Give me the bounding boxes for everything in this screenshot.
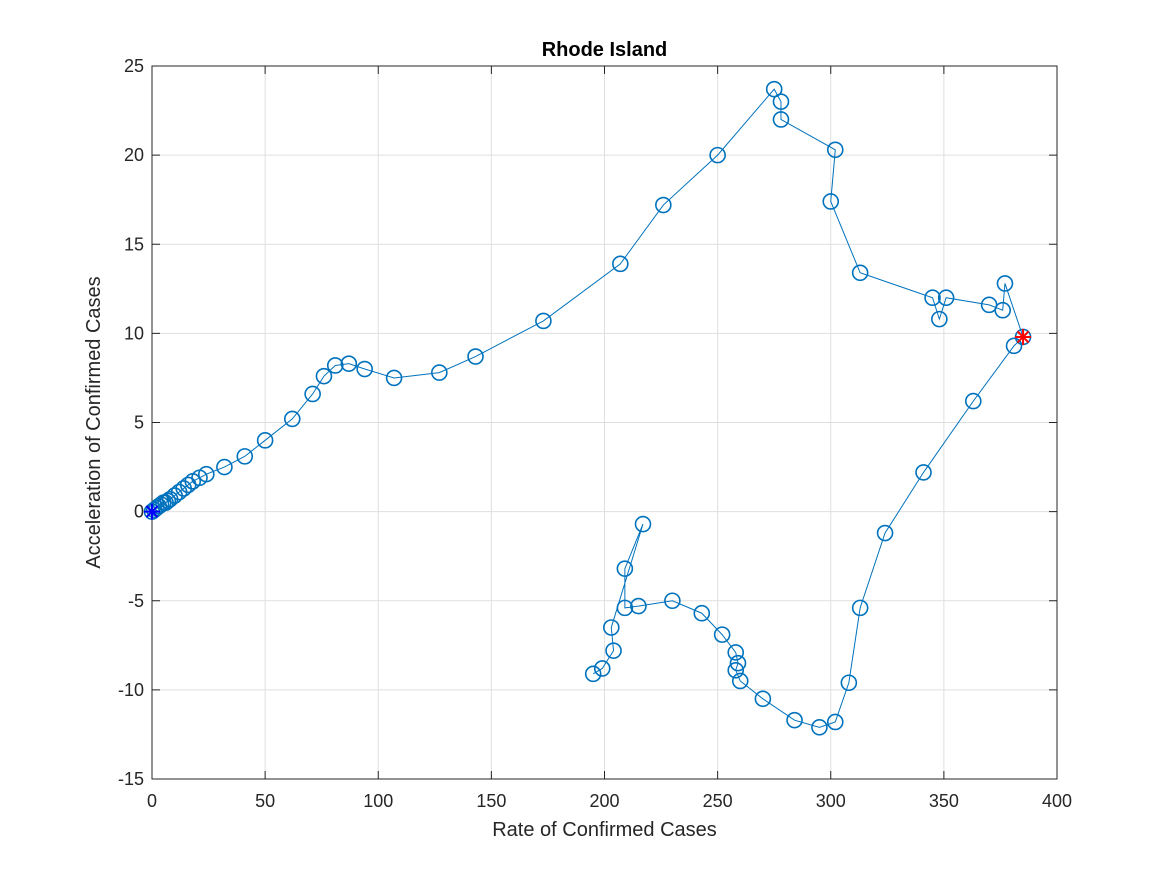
data-point bbox=[826, 713, 844, 731]
data-point bbox=[727, 661, 745, 679]
data-point bbox=[937, 289, 955, 307]
data-point bbox=[326, 357, 344, 374]
y-tick-label: 0 bbox=[134, 502, 144, 522]
data-point bbox=[994, 301, 1012, 319]
data-point bbox=[612, 255, 629, 273]
data-point bbox=[772, 93, 790, 110]
x-tick-label: 350 bbox=[929, 791, 959, 811]
data-point bbox=[256, 432, 274, 449]
y-tick-label: 25 bbox=[124, 56, 144, 76]
data-point bbox=[996, 275, 1014, 292]
data-point bbox=[216, 458, 233, 476]
axes: 0 50 100 150 200 250 300 350 400 -15 -10 -5 0 5 10 15 20… bbox=[118, 56, 1072, 811]
data-point bbox=[851, 264, 869, 282]
x-axis-label: Rate of Confirmed Cases bbox=[492, 819, 717, 841]
y-tick-label: 20 bbox=[124, 145, 144, 165]
data-point bbox=[826, 141, 844, 159]
y-tick-label: -10 bbox=[118, 680, 144, 700]
data-point bbox=[340, 355, 358, 372]
data-point bbox=[385, 369, 403, 387]
data-point bbox=[729, 654, 747, 672]
x-tick-label: 400 bbox=[1042, 791, 1072, 811]
data-point bbox=[765, 80, 783, 98]
data-point bbox=[630, 597, 647, 615]
data-point bbox=[709, 146, 726, 164]
x-tick-label: 200 bbox=[589, 791, 619, 811]
data-point bbox=[876, 524, 894, 542]
start-marker-stroke bbox=[145, 505, 159, 518]
y-axis-label: Acceleration of Confirmed Cases bbox=[83, 276, 105, 568]
data-point bbox=[664, 592, 681, 610]
data-point bbox=[602, 619, 620, 636]
data-point bbox=[772, 111, 790, 128]
x-tick-label: 300 bbox=[816, 791, 846, 811]
data-point bbox=[713, 626, 731, 643]
data-point bbox=[431, 364, 448, 381]
data-point bbox=[535, 312, 552, 330]
data-point bbox=[727, 644, 745, 661]
series-layer bbox=[143, 80, 1032, 736]
data-point bbox=[605, 642, 622, 659]
series-line bbox=[151, 88, 1024, 728]
y-tick-label: 10 bbox=[124, 323, 144, 343]
data-point bbox=[634, 515, 652, 533]
x-tick-label: 150 bbox=[476, 791, 506, 811]
data-point bbox=[915, 464, 932, 481]
start-marker bbox=[144, 503, 160, 520]
x-tick-label: 0 bbox=[147, 791, 157, 811]
data-point bbox=[822, 193, 840, 210]
y-tick-label: -15 bbox=[118, 769, 144, 789]
data-point bbox=[840, 674, 858, 692]
data-point bbox=[786, 711, 803, 729]
x-tick-label: 50 bbox=[255, 791, 275, 811]
end-marker-stroke bbox=[1016, 330, 1030, 344]
data-point bbox=[236, 448, 254, 465]
x-tick-label: 250 bbox=[703, 791, 733, 811]
data-point bbox=[924, 289, 941, 307]
chart-title: Rhode Island bbox=[542, 39, 668, 61]
y-tick-label: 15 bbox=[124, 234, 144, 254]
data-point bbox=[1005, 337, 1023, 355]
data-point bbox=[584, 665, 602, 683]
data-point bbox=[616, 560, 634, 577]
end-marker bbox=[1015, 328, 1032, 345]
data-point bbox=[693, 604, 711, 622]
data-point bbox=[754, 690, 772, 708]
x-tick-label: 100 bbox=[363, 791, 393, 811]
data-point bbox=[283, 410, 301, 428]
data-point bbox=[655, 196, 672, 214]
data-point bbox=[851, 599, 869, 617]
data-point bbox=[593, 660, 611, 677]
data-point bbox=[315, 367, 333, 385]
data-point bbox=[731, 672, 749, 690]
data-point bbox=[467, 348, 484, 365]
data-point bbox=[811, 719, 828, 736]
data-point bbox=[964, 392, 982, 410]
data-point bbox=[198, 465, 215, 483]
data-point bbox=[356, 360, 373, 378]
data-point bbox=[931, 310, 948, 328]
y-tick-label: 5 bbox=[134, 413, 144, 433]
y-tick-label: -5 bbox=[128, 591, 144, 611]
data-point bbox=[616, 599, 634, 617]
data-point bbox=[304, 385, 321, 403]
